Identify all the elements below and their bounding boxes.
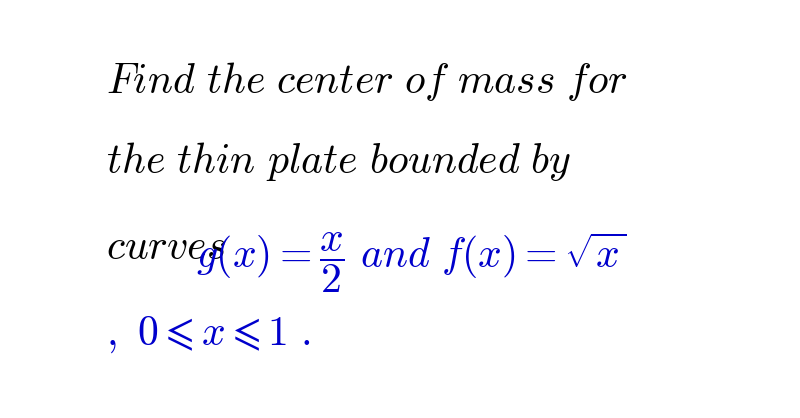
Text: $\mathit{Find\ the\ center\ of\ mass\ for}$: $\mathit{Find\ the\ center\ of\ mass\ fo…: [106, 60, 628, 103]
Text: $\mathit{g(x){=}\dfrac{x}{2}\ and\ f(x){=}\sqrt{x}}$: $\mathit{g(x){=}\dfrac{x}{2}\ and\ f(x){…: [196, 230, 627, 295]
Text: $\mathit{curves}\ $: $\mathit{curves}\ $: [106, 230, 226, 268]
Text: $\mathit{,\ 0\leqslant x\leqslant 1\ .}$: $\mathit{,\ 0\leqslant x\leqslant 1\ .}$: [106, 314, 311, 354]
Text: $\mathit{the\ thin\ plate\ bounded\ by}$: $\mathit{the\ thin\ plate\ bounded\ by}$: [106, 140, 571, 183]
